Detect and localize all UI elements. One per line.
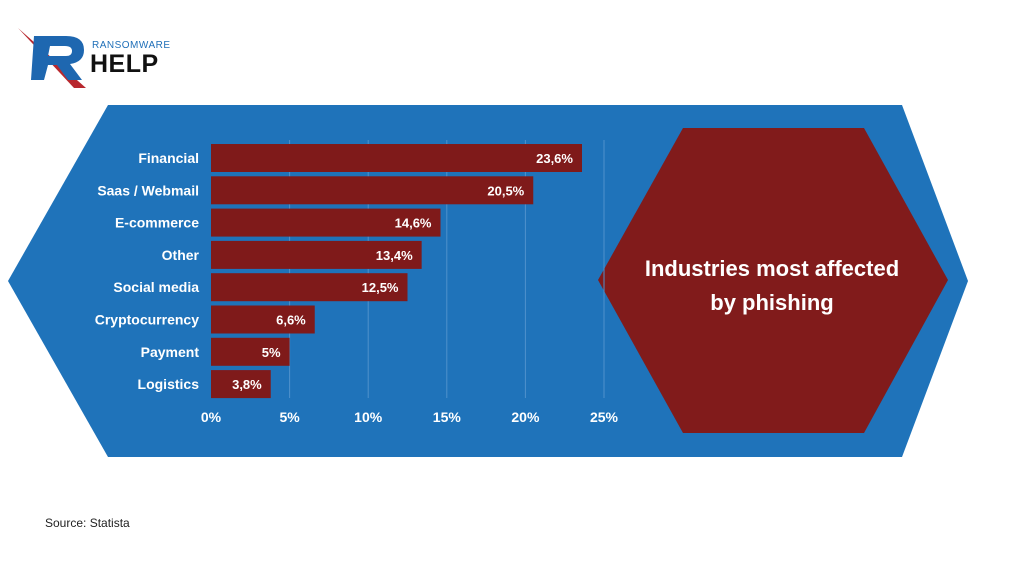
bar	[211, 240, 422, 269]
bars	[211, 144, 582, 399]
category-label: E-commerce	[115, 215, 199, 231]
value-label: 23,6%	[536, 151, 573, 166]
category-labels: Financial Saas / Webmail E-commerce Other So…	[95, 150, 200, 392]
x-tick-label: 20%	[511, 409, 540, 425]
bar	[211, 305, 315, 334]
bar	[211, 176, 534, 205]
category-label: Cryptocurrency	[95, 312, 199, 328]
category-label: Logistics	[138, 376, 200, 392]
chart-title-line-2: by phishing	[710, 290, 834, 315]
bar	[211, 273, 408, 302]
value-label: 14,6%	[395, 216, 432, 231]
value-label: 5%	[262, 345, 281, 360]
bar	[211, 144, 582, 172]
value-labels: 23,6% 20,5% 14,6% 13,4% 12,5% 6,6% 5% 3,8%	[232, 151, 573, 392]
chart-title-line-1: Industries most affected	[644, 256, 900, 281]
category-label: Social media	[113, 279, 199, 295]
bar	[211, 208, 441, 237]
x-axis-tick-labels: 0% 5% 10% 15% 20% 25%	[201, 409, 619, 425]
source-note: Source: Statista	[45, 516, 130, 530]
category-label: Financial	[138, 150, 199, 166]
value-label: 13,4%	[376, 248, 413, 263]
x-tick-label: 10%	[354, 409, 383, 425]
brand-top-text: RANSOMWARE	[92, 40, 171, 51]
brand-main-text: HELP	[90, 50, 159, 78]
x-tick-label: 25%	[590, 409, 619, 425]
category-label: Other	[162, 247, 200, 263]
x-tick-label: 0%	[201, 409, 222, 425]
x-tick-label: 5%	[279, 409, 300, 425]
value-label: 12,5%	[362, 280, 399, 295]
chart-title: Industries most affected by phishing	[612, 252, 932, 320]
category-label: Saas / Webmail	[97, 182, 199, 198]
value-label: 6,6%	[276, 313, 306, 328]
value-label: 20,5%	[487, 183, 524, 198]
bar	[211, 337, 290, 366]
value-label: 3,8%	[232, 377, 262, 392]
x-tick-label: 15%	[433, 409, 462, 425]
category-label: Payment	[141, 344, 200, 360]
title-hexagon	[598, 128, 948, 433]
logo-r-icon	[18, 28, 86, 88]
brand-logo: RANSOMWARE HELP	[14, 26, 184, 90]
bar	[211, 370, 271, 399]
